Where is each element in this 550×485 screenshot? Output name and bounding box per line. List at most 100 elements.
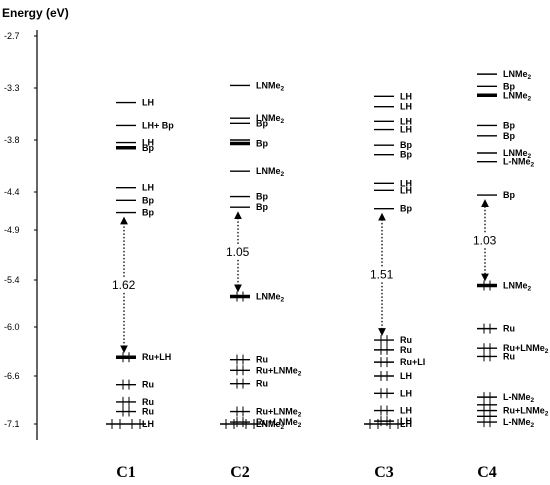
level-label: Bp (256, 118, 268, 128)
level-label: Bp (142, 208, 154, 218)
level-label: Ru+LI (400, 357, 425, 367)
level-label: L-NMe2 (503, 417, 535, 429)
level-label: L-NMe2 (503, 157, 535, 169)
level-label-subscript: 2 (528, 153, 532, 160)
tick-label: -7.1 (4, 419, 20, 429)
level-label-subscript: 2 (528, 95, 532, 102)
level-label: LNMe2 (503, 148, 532, 160)
gap-value: 1.51 (370, 267, 394, 281)
level-label-subscript: 2 (281, 85, 285, 92)
level-label: LNMe2 (256, 419, 285, 431)
level-label: LH (400, 102, 412, 112)
level-label: Ru (400, 345, 412, 355)
level-label-subscript: 2 (298, 422, 302, 429)
level-label: LH (142, 419, 154, 429)
level-label: LNMe2 (256, 166, 285, 178)
level-label: Bp (256, 192, 268, 202)
level-label-subscript: 2 (281, 424, 285, 431)
level-label: LH (400, 371, 412, 381)
tick-label: -4.9 (4, 225, 20, 235)
column-c2: LNMe2LNMe2BpBpLNMe2BpBpLNMe2RuRu+LNMe2Ru… (220, 80, 302, 481)
column-c3: LHLHLHLHBpBpLHLHBpRuRuRu+LILHLHLHLHLH1.5… (364, 91, 425, 481)
column-label: C1 (116, 464, 136, 481)
level-label: Bp (400, 140, 412, 150)
tick-label: -5.4 (4, 275, 20, 285)
level-label: Ru (400, 335, 412, 345)
tick-label: -6.0 (4, 322, 20, 332)
level-label-subscript: 2 (281, 296, 285, 303)
level-label: LNMe2 (503, 90, 532, 102)
tick-label: -4.4 (4, 187, 20, 197)
level-label-subscript: 2 (281, 171, 285, 178)
level-label: Bp (400, 150, 412, 160)
level-label-subscript: 2 (545, 348, 549, 355)
level-label-subscript: 2 (298, 412, 302, 419)
level-label: Ru+LH (142, 352, 171, 362)
level-label: Ru (256, 355, 268, 365)
level-label: LNMe2 (503, 69, 532, 81)
level-label: LH (142, 138, 154, 148)
level-label: Ru+LNMe2 (256, 417, 302, 429)
level-label: Ru (142, 380, 154, 390)
tick-label: -3.3 (4, 83, 20, 93)
level-label: LH (400, 116, 412, 126)
tick-label: -2.7 (4, 31, 20, 41)
level-label: LNMe2 (256, 113, 285, 125)
level-label: LH+ Bp (142, 120, 174, 130)
level-label: LH (400, 125, 412, 135)
level-label: Ru+LNMe2 (256, 365, 302, 377)
level-label: LNMe2 (503, 280, 532, 292)
level-label: Ru (142, 397, 154, 407)
tick-label: -6.6 (4, 371, 20, 381)
level-label: LH (400, 178, 412, 188)
column-label: C2 (230, 464, 250, 481)
level-label-subscript: 2 (298, 370, 302, 377)
level-label-subscript: 2 (531, 162, 535, 169)
level-label: LH (400, 185, 412, 195)
level-label: Bp (256, 202, 268, 212)
level-label-subscript: 2 (528, 285, 532, 292)
tick-label: -3.8 (4, 135, 20, 145)
level-label: L-NMe2 (503, 392, 535, 404)
column-c4: LNMe2BpLNMe2BpBpLNMe2L-NMe2BpLNMe2RuRu+L… (473, 69, 549, 481)
level-label-subscript: 2 (531, 397, 535, 404)
level-label: LNMe2 (256, 291, 285, 303)
level-label: Ru+LNMe2 (503, 406, 549, 418)
level-label: Bp (503, 131, 515, 141)
level-label: Ru+LNMe2 (503, 343, 549, 355)
level-label: Ru+LNMe2 (256, 407, 302, 419)
level-label-subscript: 2 (281, 118, 285, 125)
level-label: LH (400, 91, 412, 101)
level-label-subscript: 2 (528, 74, 532, 81)
level-label: Bp (142, 143, 154, 153)
level-label: LH (400, 388, 412, 398)
level-label: Bp (503, 190, 515, 200)
level-label: LH (142, 183, 154, 193)
level-label: Bp (503, 81, 515, 91)
level-label: Ru (256, 379, 268, 389)
level-label: Bp (503, 120, 515, 130)
level-label: LH (142, 98, 154, 108)
gap-value: 1.62 (112, 278, 136, 292)
level-label: LH (400, 406, 412, 416)
energy-axis: -2.7 -3.3 -3.8 -4.4 -4.9 -5.4 -6.0 -6.6 -7.1 (4, 30, 38, 440)
axis-title: Energy (eV) (2, 6, 69, 20)
level-label: LH (400, 416, 412, 426)
level-label: Ru (503, 351, 515, 361)
level-label-subscript: 2 (531, 422, 535, 429)
column-label: C4 (477, 464, 497, 481)
level-label: Bp (400, 204, 412, 214)
level-label: LNMe2 (256, 80, 285, 92)
gap-value: 1.05 (226, 245, 250, 259)
level-label-subscript: 2 (545, 411, 549, 418)
level-label: Ru (142, 407, 154, 417)
level-label: Bp (256, 138, 268, 148)
level-label: LH (400, 419, 412, 429)
gap-value: 1.03 (473, 233, 497, 247)
level-label: Bp (142, 195, 154, 205)
level-label: Ru (503, 324, 515, 334)
column-label: C3 (374, 464, 394, 481)
